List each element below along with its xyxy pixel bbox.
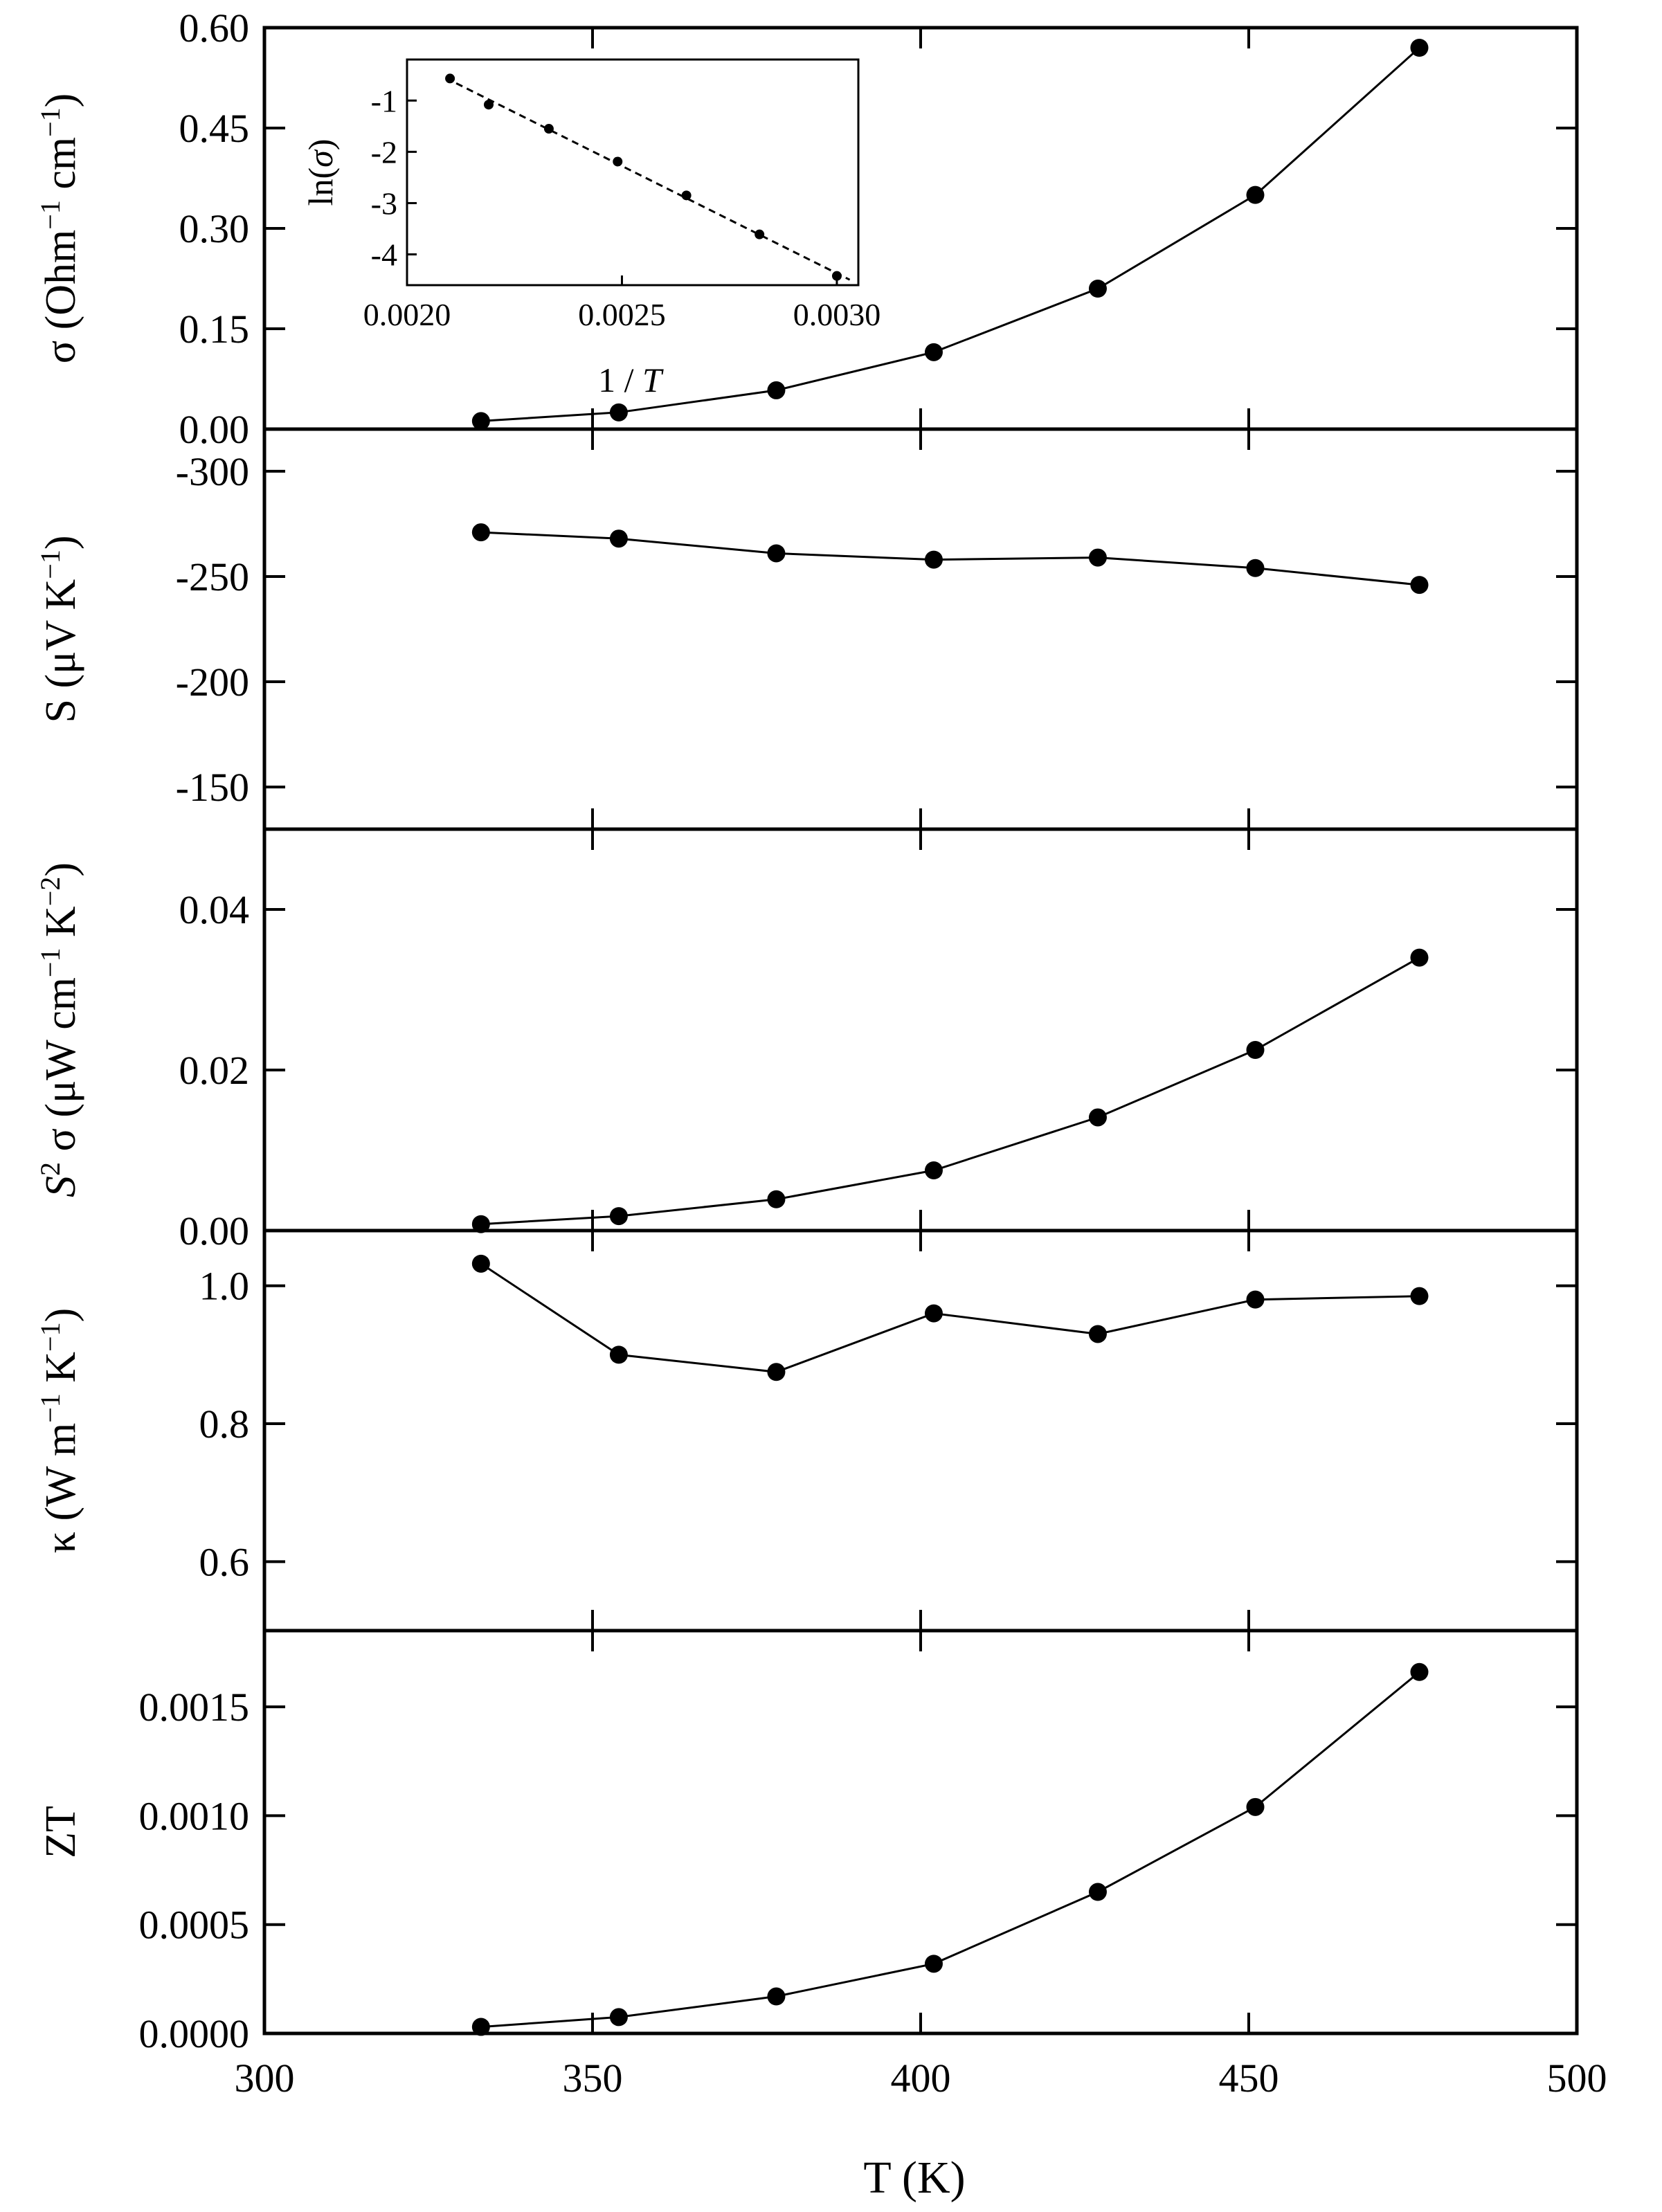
data-point [1410,576,1429,595]
data-point [609,1345,628,1364]
x-tick-label: 400 [891,2056,951,2101]
inset-data-point [755,229,765,239]
series-line-power-factor [480,957,1420,1226]
inset-y-tick-label: -4 [371,237,397,273]
x-tick-label: 300 [235,2056,295,2101]
data-point [924,343,943,361]
data-point [471,523,490,542]
y-tick-label: -250 [176,554,249,599]
x-tick-label: 500 [1547,2056,1607,2101]
data-point [1246,1290,1265,1309]
panel-seebeck: -150 -200 -250 -300 S (μV K−1) [35,427,1579,831]
data-point [767,544,786,563]
data-point [609,403,628,421]
data-point [1410,39,1429,57]
y-axis-title: S (μV K−1) [35,535,85,723]
x-axis-title: T (K) [863,2152,965,2203]
series-line-zt [480,1671,1420,2029]
panel-frame [262,827,1579,1233]
data-point [471,1254,490,1273]
y-axis-title: ZT [37,1806,84,1858]
inset-frame [406,58,860,287]
data-point [609,2008,628,2027]
data-point [1088,1883,1107,1901]
panels-group: 0.00 0.15 0.30 0.45 0.60 σ (Ohm−1 cm−1) 0.0020… [35,6,1579,2056]
inset-data-point [613,156,623,167]
panel-power-factor: 0.00 0.02 0.04 S2 σ (μW cm−1 K−2) [35,827,1579,1253]
x-tick-label: 450 [1219,2056,1279,2101]
panel-zt: 0.0000 0.0005 0.0010 0.0015 ZT [37,1629,1579,2056]
y-axis-title: S2 σ (μW cm−1 K−2) [35,862,85,1197]
inset-x-tick-label: 0.0020 [363,297,451,332]
y-tick-label: 0.30 [179,206,250,251]
y-axis-title: σ (Ohm−1 cm−1) [35,93,85,364]
inset-chart: 0.0020 0.0025 0.0030 -1 -2 -3 -4 1 / T ln(σ) [301,58,881,399]
inset-fit-line [445,77,851,281]
y-tick-label: 0.0005 [139,1903,250,1948]
data-point [1246,185,1265,204]
data-point [609,529,628,548]
inset-data-point [483,100,494,110]
y-tick-label: 0.00 [179,1208,250,1253]
y-tick-label: 0.45 [179,106,250,151]
panel-kappa: 0.6 0.8 1.0 κ (W m−1 K−1) [35,1229,1579,1633]
panel-frame [262,427,1579,831]
data-point [1246,1797,1265,1816]
inset-y-axis-title: ln(σ) [301,139,340,206]
data-point [924,1161,943,1179]
data-point [1246,1041,1265,1059]
data-point [767,381,786,399]
y-tick-label: 0.0010 [139,1793,250,1838]
data-point [1410,948,1429,967]
inset-x-tick-label: 0.0025 [578,297,666,332]
data-point [471,2018,490,2036]
data-point [471,1215,490,1233]
y-tick-label: -200 [176,660,249,705]
y-tick-label: 0.8 [199,1402,250,1447]
data-point [767,1190,786,1208]
y-tick-label: 1.0 [199,1264,250,1309]
y-tick-label: 0.0015 [139,1685,250,1730]
data-point [1088,548,1107,567]
x-axis-ticks: 300 350 400 450 500 [235,2056,1607,2101]
inset-x-axis-title: 1 / T [598,361,664,399]
data-point [767,1987,786,2006]
data-point [471,412,490,430]
inset-x-tick-label: 0.0030 [793,297,881,332]
y-tick-label: -300 [176,449,249,494]
inset-data-point [445,73,455,84]
y-tick-label: -150 [176,765,249,810]
data-point [767,1363,786,1381]
y-tick-label: 0.00 [179,407,250,452]
data-point [924,1304,943,1323]
data-point [1088,1325,1107,1343]
inset-y-tick-label: -1 [371,83,397,118]
data-point [609,1207,628,1226]
x-tick-label: 350 [563,2056,623,2101]
y-tick-label: 0.6 [199,1539,250,1584]
panel-frame [262,1629,1579,2036]
data-point [1410,1287,1429,1305]
y-tick-label: 0.02 [179,1048,250,1093]
panel-sigma: 0.00 0.15 0.30 0.45 0.60 σ (Ohm−1 cm−1) 0.0020… [35,6,1579,452]
y-tick-label: 0.60 [179,6,250,51]
data-point [1246,559,1265,577]
inset-data-point [543,124,554,134]
data-point [924,550,943,569]
inset-data-point [681,190,692,201]
y-axis-title: κ (W m−1 K−1) [35,1308,85,1554]
inset-data-point [831,271,842,281]
data-point [1088,280,1107,298]
y-tick-label: 0.0000 [139,2011,250,2056]
data-point [1088,1108,1107,1127]
inset-y-tick-label: -2 [371,134,397,170]
data-point [1410,1662,1429,1681]
panel-frame [262,1229,1579,1633]
inset-y-tick-label: -3 [371,185,397,221]
y-tick-label: 0.04 [179,887,250,932]
data-point [924,1955,943,1973]
y-tick-label: 0.15 [179,307,250,352]
